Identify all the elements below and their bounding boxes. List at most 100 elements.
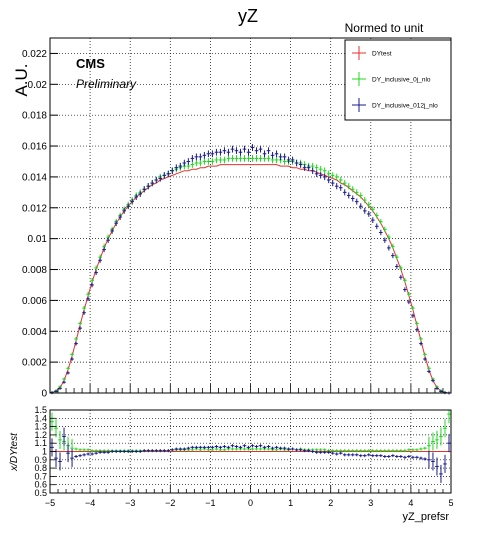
x-axis-label: yZ_prefsr	[403, 511, 450, 523]
main-y-tick-label: 0.008	[22, 265, 47, 276]
ratio-point-DY_inclusive_012j_nlo	[210, 445, 215, 449]
ratio-point-DY_inclusive_012j_nlo	[162, 449, 167, 453]
ratio-point-DY_inclusive_012j_nlo	[274, 445, 279, 449]
data-point-DY_inclusive_012j_nlo	[419, 341, 423, 346]
data-point-DY_inclusive_0j_nlo	[342, 179, 347, 187]
ratio-point-DY_inclusive_012j_nlo	[54, 449, 58, 468]
ratio-point-DY_inclusive_012j_nlo	[62, 427, 66, 446]
ratio-point-DY_inclusive_012j_nlo	[102, 450, 106, 454]
data-point-DY_inclusive_0j_nlo	[379, 218, 383, 225]
ratio-y-axis-label: x/DYtest	[9, 432, 20, 472]
ratio-point-DY_inclusive_012j_nlo	[330, 451, 335, 455]
ratio-point-DY_inclusive_012j_nlo	[435, 457, 439, 476]
data-point-DY_inclusive_012j_nlo	[399, 274, 403, 280]
ratio-point-DY_inclusive_012j_nlo	[266, 445, 271, 449]
data-point-DY_inclusive_012j_nlo	[411, 313, 415, 318]
ratio-point-DY_inclusive_012j_nlo	[86, 452, 90, 456]
data-point-DY_inclusive_012j_nlo	[98, 257, 102, 263]
data-point-DY_inclusive_0j_nlo	[230, 155, 235, 162]
data-point-DY_inclusive_0j_nlo	[218, 156, 223, 164]
data-point-DY_inclusive_012j_nlo	[162, 172, 167, 179]
data-point-DY_inclusive_0j_nlo	[198, 159, 203, 167]
ratio-point-DY_inclusive_0j_nlo	[431, 432, 435, 451]
ratio-point-DY_inclusive_0j_nlo	[375, 449, 379, 453]
chart-title: yZ	[238, 6, 258, 26]
preliminary-label: Preliminary	[76, 77, 137, 91]
ratio-point-DY_inclusive_0j_nlo	[50, 412, 54, 431]
data-point-DY_inclusive_012j_nlo	[102, 246, 106, 253]
data-point-DY_inclusive_012j_nlo	[431, 379, 435, 383]
ratio-point-DY_inclusive_0j_nlo	[435, 430, 439, 449]
data-point-DY_inclusive_012j_nlo	[234, 147, 239, 155]
data-point-DY_inclusive_012j_nlo	[118, 214, 122, 220]
data-point-DY_inclusive_012j_nlo	[114, 220, 118, 227]
ratio-point-DY_inclusive_0j_nlo	[419, 447, 423, 451]
data-point-DY_inclusive_0j_nlo	[90, 277, 94, 283]
ratio-point-DY_inclusive_012j_nlo	[346, 453, 351, 457]
ratio-y-tick-label: 1.4	[34, 413, 47, 423]
ratio-point-DY_inclusive_0j_nlo	[391, 449, 395, 453]
legend-item: DY_inclusive_012j_nlo	[352, 98, 438, 112]
ratio-point-DY_inclusive_012j_nlo	[391, 454, 395, 458]
data-point-DY_inclusive_012j_nlo	[342, 189, 347, 196]
ratio-point-DY_inclusive_012j_nlo	[206, 445, 211, 449]
ratio-point-DY_inclusive_0j_nlo	[342, 449, 347, 453]
ratio-point-DY_inclusive_0j_nlo	[395, 449, 399, 453]
ratio-x-tick-label: −1	[205, 498, 215, 508]
data-point-DY_inclusive_0j_nlo	[250, 155, 255, 162]
ratio-point-DY_inclusive_0j_nlo	[399, 449, 403, 453]
data-point-DY_inclusive_012j_nlo	[82, 310, 86, 315]
ratio-point-DY_inclusive_0j_nlo	[74, 447, 78, 451]
ratio-point-DY_inclusive_012j_nlo	[310, 450, 315, 453]
data-point-DY_inclusive_012j_nlo	[182, 159, 187, 167]
ratio-point-DY_inclusive_012j_nlo	[334, 452, 339, 456]
ratio-point-DY_inclusive_0j_nlo	[403, 449, 407, 453]
data-point-DY_inclusive_0j_nlo	[322, 167, 327, 174]
data-point-DY_inclusive_0j_nlo	[206, 158, 211, 165]
ratio-point-DY_inclusive_012j_nlo	[294, 448, 299, 452]
data-point-DY_inclusive_0j_nlo	[258, 155, 263, 162]
ratio-point-DY_inclusive_012j_nlo	[439, 464, 443, 483]
ratio-point-DY_inclusive_012j_nlo	[270, 446, 275, 450]
ratio-point-DY_inclusive_012j_nlo	[419, 456, 423, 460]
ratio-point-DY_inclusive_012j_nlo	[447, 434, 451, 453]
ratio-x-tick-label: −3	[125, 498, 135, 508]
ratio-point-DY_inclusive_012j_nlo	[134, 450, 139, 453]
data-point-DY_inclusive_012j_nlo	[150, 179, 155, 187]
data-point-DY_inclusive_012j_nlo	[391, 253, 395, 259]
ratio-y-tick-label: 0.9	[34, 455, 47, 465]
data-point-DY_inclusive_012j_nlo	[142, 186, 147, 193]
data-point-DY_inclusive_0j_nlo	[86, 291, 90, 297]
ratio-point-DY_inclusive_012j_nlo	[174, 447, 179, 451]
ratio-y-tick-label: 1.1	[34, 438, 47, 448]
ratio-point-DY_inclusive_012j_nlo	[431, 452, 435, 471]
ratio-point-DY_inclusive_012j_nlo	[282, 446, 287, 450]
ratio-point-DY_inclusive_012j_nlo	[198, 445, 203, 449]
data-point-DY_inclusive_0j_nlo	[354, 189, 359, 196]
data-point-DY_inclusive_012j_nlo	[222, 147, 227, 155]
data-point-DY_inclusive_012j_nlo	[270, 151, 275, 159]
main-grid	[50, 38, 451, 393]
data-point-DY_inclusive_012j_nlo	[294, 159, 299, 167]
ratio-y-tick-label: 0.5	[34, 488, 47, 498]
ratio-point-DY_inclusive_0j_nlo	[230, 447, 235, 451]
ratio-point-DY_inclusive_012j_nlo	[118, 450, 122, 453]
ratio-point-DY_inclusive_012j_nlo	[202, 445, 207, 449]
ratio-point-DY_inclusive_012j_nlo	[318, 450, 323, 454]
data-point-DY_inclusive_0j_nlo	[222, 156, 227, 164]
ratio-point-DY_inclusive_012j_nlo	[186, 446, 191, 450]
ratio-x-tick-label: 1	[288, 498, 293, 508]
ratio-point-DY_inclusive_0j_nlo	[258, 447, 263, 451]
ratio-point-DY_inclusive_0j_nlo	[58, 430, 62, 449]
ratio-y-tick-label: 1.3	[34, 422, 47, 432]
data-point-DY_inclusive_012j_nlo	[415, 327, 419, 332]
data-point-DY_inclusive_0j_nlo	[66, 366, 70, 370]
data-point-DY_inclusive_012j_nlo	[206, 150, 211, 158]
main-y-tick-label: 0.006	[22, 296, 47, 307]
data-point-DY_inclusive_0j_nlo	[94, 265, 98, 271]
data-point-DY_inclusive_012j_nlo	[166, 170, 171, 178]
data-point-DY_inclusive_0j_nlo	[399, 265, 403, 271]
data-point-DY_inclusive_0j_nlo	[423, 352, 427, 357]
data-point-DY_inclusive_012j_nlo	[290, 156, 295, 164]
